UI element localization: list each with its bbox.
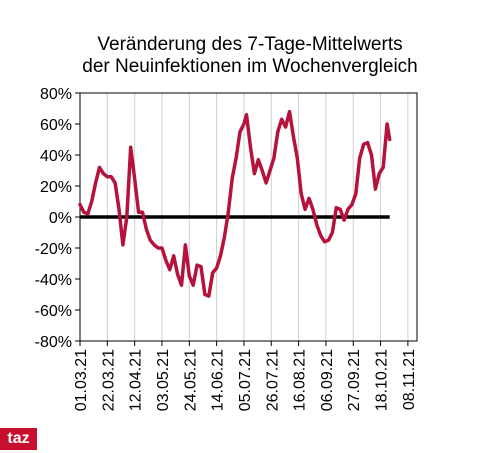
- taz-logo: taz: [0, 428, 37, 450]
- chart-title-line-2: der Neuinfektionen im Wochenvergleich: [82, 56, 418, 77]
- y-tick-label: -40%: [35, 272, 72, 289]
- y-tick-label: -80%: [35, 334, 72, 351]
- x-tick-label: 24.05.21: [182, 349, 199, 411]
- x-tick-label: 27.09.21: [346, 349, 363, 411]
- y-tick-label: 40%: [40, 148, 72, 165]
- x-tick-label: 14.06.21: [210, 349, 227, 411]
- x-tick-label: 18.10.21: [374, 349, 391, 411]
- x-tick-label: 16.08.21: [292, 349, 309, 411]
- x-tick-label: 05.07.21: [237, 349, 254, 411]
- series-line: [78, 109, 392, 298]
- x-tick-label: 26.07.21: [264, 349, 281, 411]
- x-tick-label: 08.11.21: [401, 349, 418, 410]
- y-tick-label: 60%: [40, 117, 72, 134]
- x-tick-label: 06.09.21: [319, 349, 336, 411]
- x-tick-label: 03.05.21: [155, 349, 172, 411]
- y-tick-label: -20%: [35, 241, 72, 258]
- y-tick-label: 0%: [49, 210, 72, 227]
- x-axis-ticks: 01.03.21 22.03.21 12.04.21 03.05.21 24.05.21…: [73, 341, 418, 411]
- y-tick-label: 80%: [40, 86, 72, 103]
- y-tick-label: 20%: [40, 179, 72, 196]
- x-tick-label: 22.03.21: [100, 349, 117, 411]
- y-tick-label: -60%: [35, 303, 72, 320]
- x-tick-label: 01.03.21: [73, 349, 90, 411]
- x-tick-label: 12.04.21: [128, 349, 145, 411]
- y-axis-ticks: 80% 60% 40% 20% 0% -20% -40% -60% -80%: [35, 86, 80, 351]
- chart-title-line-1: Veränderung des 7-Tage-Mittelwerts: [97, 34, 402, 55]
